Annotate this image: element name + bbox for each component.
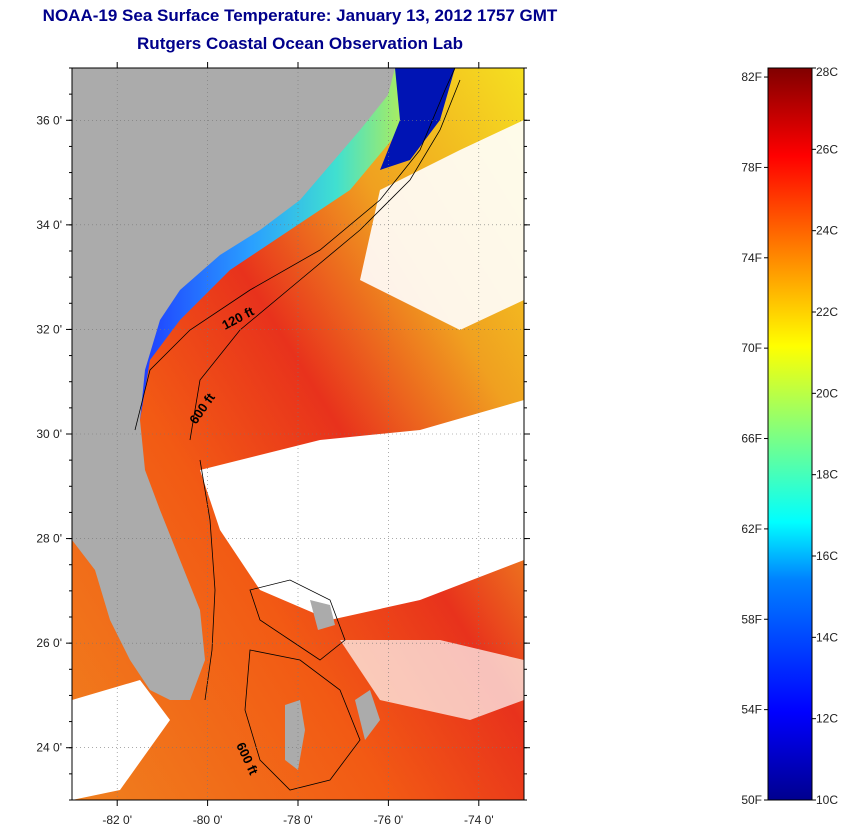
colorbar-c-label: 16C [816, 549, 838, 563]
colorbar-f-label: 54F [741, 703, 762, 717]
colorbar-f-label: 82F [741, 70, 762, 84]
graticule [72, 68, 524, 800]
colorbar-c-label: 20C [816, 386, 838, 400]
colorbar [767, 67, 813, 801]
colorbar-c-label: 10C [816, 793, 838, 807]
colorbar-f-label: 74F [741, 251, 762, 265]
cloud-mask [72, 680, 170, 800]
colorbar-c-label: 18C [816, 468, 838, 482]
us-land [72, 68, 395, 700]
colorbar-c-label: 26C [816, 142, 838, 156]
lat-tick-label: 32 0' [36, 322, 62, 336]
colorbar-c-label: 24C [816, 224, 838, 238]
contour-florida [199, 459, 216, 701]
contour-120ft [134, 68, 456, 431]
lon-tick-label: -82 0' [102, 813, 132, 827]
lon-tick-label: -78 0' [283, 813, 313, 827]
cloud-mask [360, 120, 524, 330]
map-title: NOAA-19 Sea Surface Temperature: January… [42, 6, 558, 25]
map-axes: 24 0' 26 0' 28 0' 30 0' 32 0' 34 0' 36 0' -82 0… [36, 62, 530, 827]
colorbar-f-label: 66F [741, 432, 762, 446]
colorbar-c-label: 22C [816, 305, 838, 319]
lon-tick-label: -80 0' [193, 813, 223, 827]
colorbar-c-label: 12C [816, 712, 838, 726]
map-subtitle: Rutgers Coastal Ocean Observation Lab [137, 34, 463, 53]
bahamas-island [285, 700, 305, 770]
lat-tick-label: 36 0' [36, 113, 62, 127]
colorbar-f-label: 62F [741, 522, 762, 536]
lat-tick-label: 24 0' [36, 741, 62, 755]
pamlico-cold-water [380, 68, 455, 170]
colorbar-f-label: 70F [741, 341, 762, 355]
lat-tick-label: 26 0' [36, 636, 62, 650]
lon-tick-label: -76 0' [374, 813, 404, 827]
colorbar-labels: 28C 26C 24C 22C 20C 18C 16C 14C 12C 10C 82F 78F 74F 7… [741, 65, 838, 807]
lat-tick-label: 34 0' [36, 218, 62, 232]
lat-tick-label: 28 0' [36, 532, 62, 546]
lon-tick-label: -74 0' [464, 813, 494, 827]
bahamas-island [310, 600, 335, 630]
bahamas-island [355, 690, 380, 740]
shelf-cold-water [140, 68, 420, 420]
cloud-mask [340, 640, 524, 720]
colorbar-f-label: 58F [741, 612, 762, 626]
cloud-mask [200, 400, 524, 620]
colorbar-f-label: 78F [741, 160, 762, 174]
contour-600ft [189, 79, 461, 441]
contour-bank [244, 649, 361, 791]
lat-tick-label: 30 0' [36, 427, 62, 441]
colorbar-c-label: 28C [816, 65, 838, 79]
colorbar-f-label: 50F [741, 793, 762, 807]
colorbar-c-label: 14C [816, 630, 838, 644]
contour-bank [249, 579, 346, 661]
